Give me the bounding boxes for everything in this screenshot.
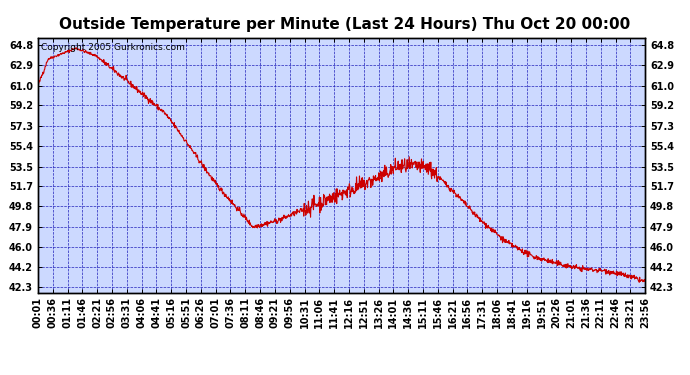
Text: Outside Temperature per Minute (Last 24 Hours) Thu Oct 20 00:00: Outside Temperature per Minute (Last 24 … (59, 17, 631, 32)
Text: Copyright 2005 Gurkronics.com: Copyright 2005 Gurkronics.com (41, 43, 185, 52)
